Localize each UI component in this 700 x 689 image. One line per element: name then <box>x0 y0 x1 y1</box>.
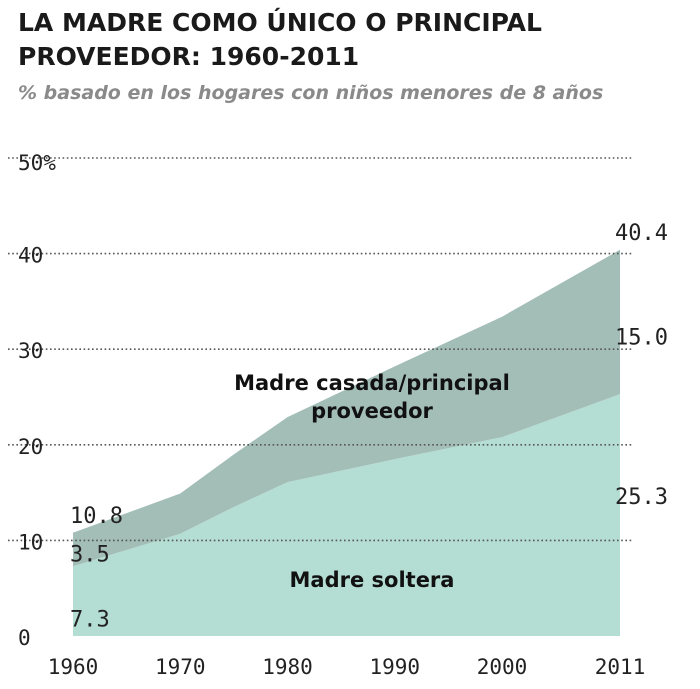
y-tick-label: 50% <box>18 151 56 175</box>
x-tick-label: 1990 <box>369 655 420 679</box>
y-tick-label: 20 <box>18 435 43 459</box>
chart-title: LA MADRE COMO ÚNICO O PRINCIPAL PROVEEDO… <box>18 8 542 71</box>
area-label-single: Madre soltera <box>290 568 455 592</box>
area-label-married: Madre casada/principal <box>234 371 510 395</box>
value-label-1960-single: 7.3 <box>70 607 110 632</box>
x-tick-label: 2011 <box>595 655 646 679</box>
x-tick-label: 1980 <box>262 655 313 679</box>
value-label-1960-married: 3.5 <box>70 542 110 567</box>
y-tick-label: 30 <box>18 339 43 363</box>
area-label-married: proveedor <box>311 399 433 423</box>
y-tick-label: 40 <box>18 244 43 268</box>
value-label-2011-single: 25.3 <box>615 485 668 510</box>
chart-subtitle: % basado en los hogares con niños menore… <box>18 82 604 104</box>
x-tick-label: 1970 <box>155 655 206 679</box>
area-single-mother <box>73 394 620 636</box>
value-label-2011-married: 15.0 <box>615 325 668 350</box>
y-tick-label: 10 <box>18 530 43 554</box>
value-label-2011-total: 40.4 <box>615 221 668 246</box>
y-tick-label: 0 <box>18 626 31 650</box>
x-tick-label: 2000 <box>477 655 528 679</box>
area-married-mother <box>73 249 620 567</box>
x-tick-label: 1960 <box>48 655 99 679</box>
value-label-1960-total: 10.8 <box>70 504 123 529</box>
